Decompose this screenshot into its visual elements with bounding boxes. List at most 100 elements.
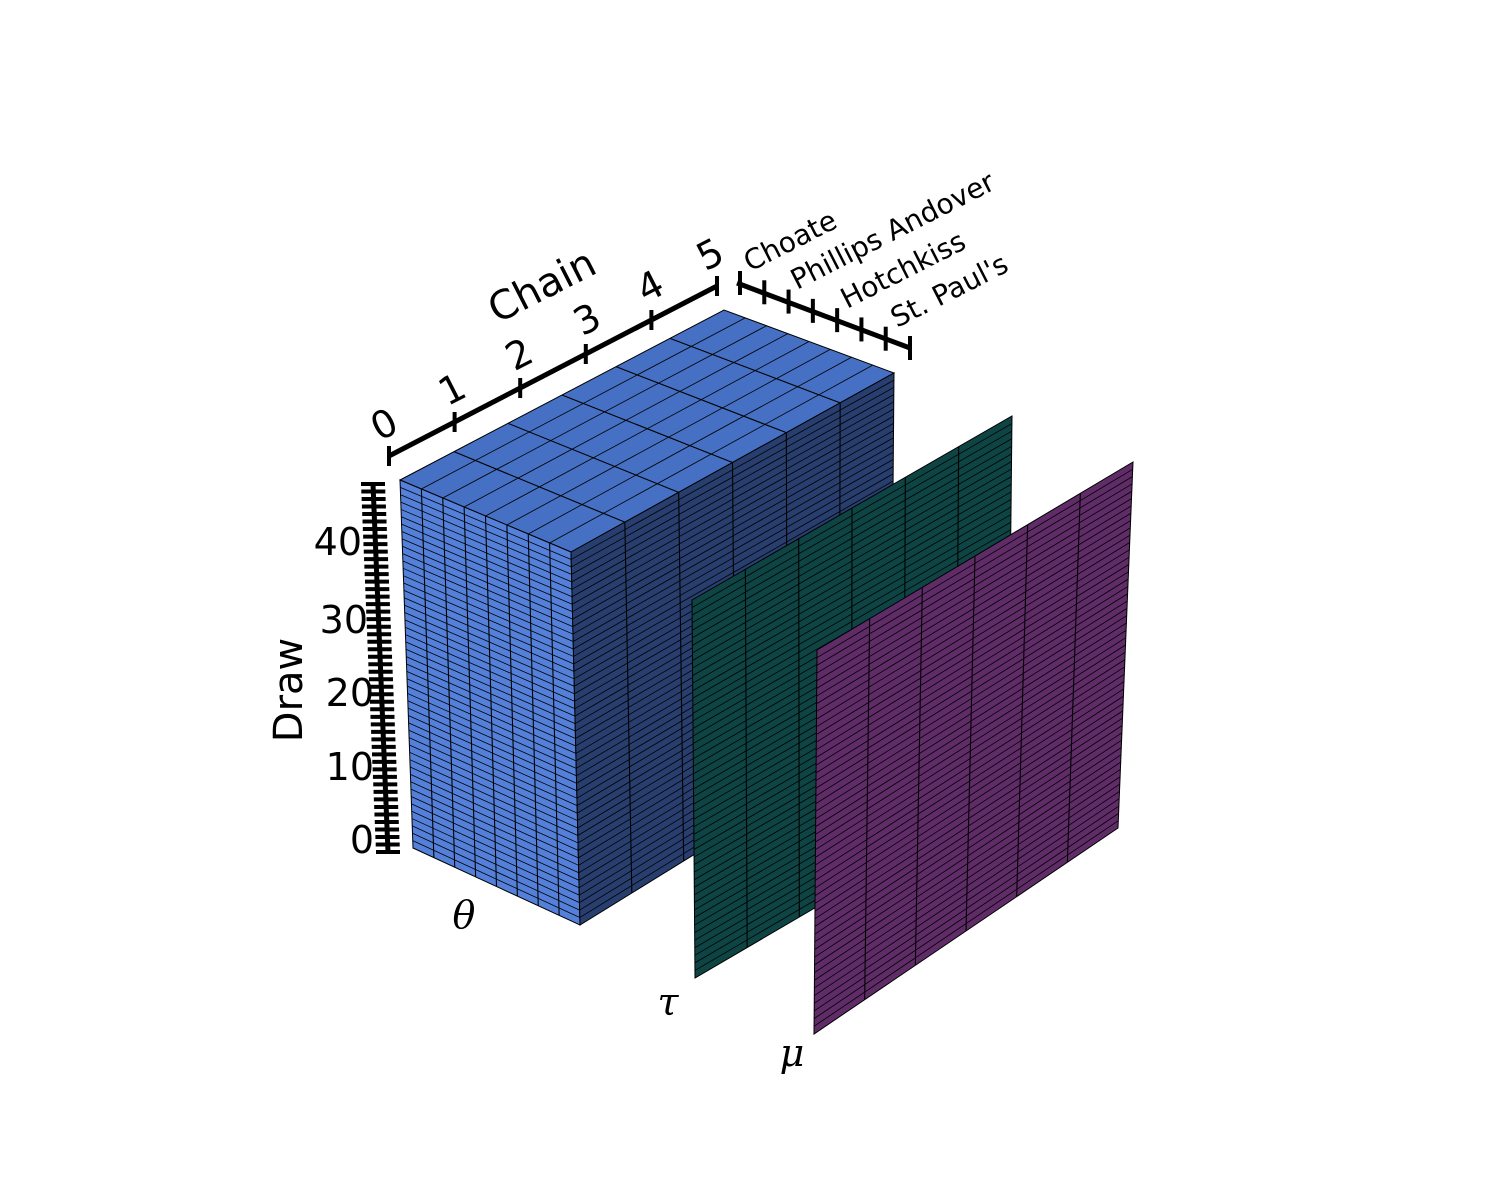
theta-front-grid-row-line	[411, 803, 580, 881]
theta-side-grid-row-line	[572, 444, 894, 627]
theta-front-grid-row-line	[408, 729, 578, 807]
theta-side-grid-row-line	[572, 451, 894, 635]
theta-top-grid-row-line	[463, 333, 788, 508]
draw-axis: 0 10 20 30 40 Draw	[266, 482, 400, 862]
mu-grid-row-line	[813, 820, 1119, 1027]
mu-grid-row-line	[816, 468, 1133, 659]
theta-side-grid-row-line	[573, 473, 894, 657]
theta-front-grid-row-line	[404, 619, 575, 695]
theta-front-grid-row-line	[405, 626, 575, 702]
theta-front-grid-row-line	[409, 759, 579, 836]
theta-front-grid-row-line	[411, 810, 580, 889]
theta-front-grid-row-line	[401, 516, 573, 590]
theta-front-grid-row-line	[407, 693, 577, 769]
chain-tick-label-3: 3	[566, 294, 608, 344]
theta-side-grid-row-line	[572, 430, 894, 613]
theta-front-grid-row-line	[409, 744, 578, 821]
theta-top-grid-row-line	[549, 364, 873, 544]
mu-grid-row-line	[815, 666, 1125, 866]
theta-front-grid-row-line	[412, 840, 580, 918]
theta-front-grid-row-line	[400, 501, 572, 575]
mu-grid	[813, 468, 1133, 1027]
mu-grid-row-line	[814, 791, 1120, 996]
theta-front-grid-row-line	[400, 509, 572, 583]
mu-grid-row-line	[815, 586, 1129, 781]
mu-grid-row-line	[816, 556, 1130, 751]
mu-label: μ	[780, 1031, 805, 1075]
theta-front-grid-row-line	[408, 715, 577, 792]
mu-grid-row-line	[813, 813, 1119, 1019]
mu-grid-row-line	[814, 688, 1124, 889]
chain-tick-label-5: 5	[689, 229, 731, 279]
theta-front-grid-row-line	[403, 575, 574, 650]
mu-grid-row-line	[816, 505, 1132, 697]
theta-front-grid	[400, 486, 580, 918]
theta-front-grid-row-line	[402, 560, 574, 635]
theta-label: θ	[453, 893, 476, 937]
theta-front-grid-row-line	[400, 486, 572, 560]
theta-front-grid-row-line	[406, 663, 576, 739]
tau-grid-row-line	[692, 483, 1012, 669]
tau-grid-row-line	[692, 506, 1012, 692]
theta-front-grid-row-line	[401, 538, 573, 613]
tau-grid-row-line	[691, 423, 1013, 608]
draw-tick-label-0: 0	[350, 818, 374, 862]
theta-front-grid-row-line	[406, 656, 576, 732]
draw-tick-label-40: 40	[314, 520, 362, 564]
chain-tick-label-2: 2	[498, 329, 540, 379]
mu-grid-row-line	[815, 637, 1127, 835]
chain-tick-label-1: 1	[431, 364, 473, 414]
draw-tick-label-10: 10	[326, 745, 374, 789]
mu-grid-row-line	[813, 805, 1120, 1012]
mu-grid-row-line	[815, 593, 1128, 789]
theta-front-grid-row-line	[408, 737, 578, 814]
mu-grid-row-line	[815, 578, 1129, 774]
mu-grid-row-line	[815, 622, 1127, 820]
mu-grid-row-line	[814, 695, 1124, 897]
mu-grid-row-line	[816, 498, 1132, 689]
theta-front-grid-row-line	[412, 832, 580, 911]
tau-grid-row-line	[691, 438, 1012, 624]
theta-front-grid-row-line	[405, 634, 575, 710]
theta-front-grid-row-line	[411, 796, 579, 874]
mu-grid-row-line	[815, 651, 1126, 851]
theta-side-grid-row-line	[572, 459, 894, 642]
theta-top-grid-row-line	[506, 349, 831, 526]
theta-side-grid-row-line	[571, 408, 894, 590]
theta-side-grid-row-line	[571, 415, 894, 598]
mu-grid-row-line	[814, 681, 1125, 881]
tau-grid-row-line	[692, 514, 1012, 699]
mu-grid-row-line	[814, 783, 1121, 989]
mu-grid-row-line	[816, 527, 1131, 720]
chain-tick-label-0: 0	[363, 399, 405, 449]
theta-top-grid-row-line	[421, 317, 746, 490]
theta-front-grid-row-line	[402, 553, 573, 627]
mu-grid-row-line	[815, 571, 1129, 766]
mu-grid-row-line	[816, 542, 1130, 735]
tau-grid-row-line	[692, 499, 1012, 684]
theta-front-grid-row-line	[408, 722, 578, 799]
mu-grid-row-line	[814, 747, 1122, 950]
theta-front-grid-row-line	[401, 523, 573, 598]
theta-front-grid-row-line	[403, 582, 574, 657]
tau-grid-row-line	[692, 453, 1012, 639]
mu-grid-row-line	[814, 717, 1123, 920]
theta-side-grid-row-line	[571, 387, 895, 568]
theta-front-grid-row-line	[405, 648, 576, 724]
mu-grid-row-line	[814, 710, 1124, 912]
tau-grid-row-line	[692, 521, 1012, 707]
mu-grid-row-line	[814, 725, 1123, 927]
mu-grid-row-line	[814, 769, 1121, 973]
theta-side-grid-row-line	[572, 437, 894, 620]
school-ticks	[738, 271, 912, 360]
theta-front-grid-row-line	[407, 685, 577, 762]
chain-axis-line	[387, 283, 719, 459]
tau-grid-row-line	[692, 445, 1012, 631]
tau-grid-row-line	[692, 476, 1012, 661]
mu-grid-row-line	[816, 490, 1133, 682]
theta-side-grid-row-line	[571, 401, 894, 583]
theta-front-grid-row-line	[405, 641, 576, 717]
tau-grid-row-line	[692, 491, 1012, 676]
theta-top-grid-row-line	[442, 325, 767, 499]
